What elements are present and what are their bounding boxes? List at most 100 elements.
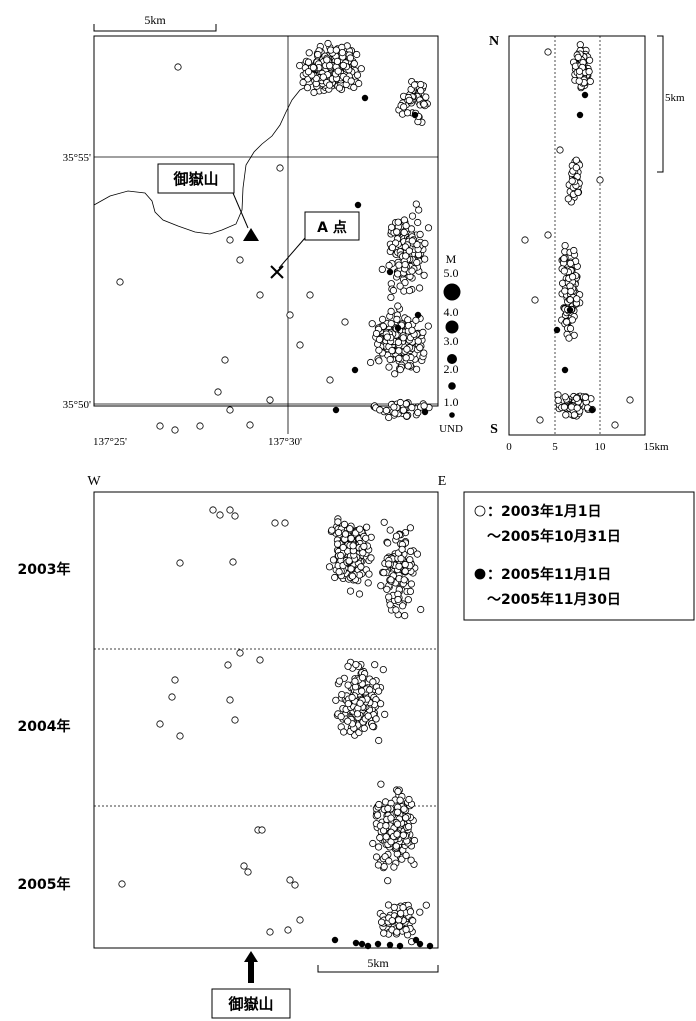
ew-event-recent [358,940,366,948]
legend-period2-line2: ～2005年11月30日 [487,591,621,608]
ew-event [258,826,266,834]
ew-event [360,724,368,732]
ew-event [362,523,371,531]
map-event [401,278,409,287]
ew-event [335,568,343,576]
map-event [387,293,395,301]
ew-event [384,804,392,813]
map-event [341,318,349,326]
ns-bottom-label: S [490,422,498,437]
map-event [417,80,425,89]
ew-event [387,576,395,584]
map-event [414,337,422,345]
ew-event [344,700,352,708]
ns-event [560,255,568,263]
ew-event [417,605,425,614]
map-event [387,307,395,315]
ns-x-tick-0: 0 [506,441,512,453]
ew-event [379,665,387,674]
map-event [372,329,381,338]
map-event [347,77,355,85]
map-event [309,64,317,72]
mag-label-3: 3.0 [444,334,459,348]
point-a-cross-marker [270,265,284,279]
ew-event [409,917,417,925]
ew-event [399,831,407,839]
ew-event [402,925,410,934]
ns-event [567,287,575,295]
ew-event [392,606,400,614]
ns-event [570,246,578,255]
ew-event [395,562,403,570]
map-event [402,354,410,362]
map-event [404,362,412,370]
ew-event [422,901,430,909]
map-event [408,403,416,412]
ew-event [351,677,359,685]
map-event [399,406,407,414]
ew-event [402,814,410,822]
map-event [402,400,410,408]
ns-event-recent [588,406,596,414]
ew-event [380,929,388,937]
ns-scale-bar [657,35,664,173]
map-event [196,422,204,430]
ew-event [347,534,355,543]
volcano-label: 御嶽山 [172,170,218,188]
ew-event [229,558,237,566]
map-event [325,81,334,89]
ew-time-panel: W E 2003年 2004年 2005年 5km 御嶽山 [18,474,446,1019]
ew-event [333,540,342,548]
map-event [353,50,361,59]
ns-event [626,396,634,404]
ew-event [393,808,402,816]
map-event [368,320,376,328]
map-event [338,48,346,57]
ns-x-tick-5: 5 [552,441,558,453]
map-event [375,357,383,365]
ew-event [402,851,410,860]
ns-event [581,393,590,401]
map-event [395,354,403,362]
ns-event [554,396,562,404]
ew-event-recent [386,941,394,949]
ew-event [401,611,409,620]
ew-event [369,839,377,848]
ew-event [406,587,414,596]
mag-label-2: 2.0 [444,362,459,376]
map-event [401,260,409,269]
map-event [305,49,313,57]
ew-event-recent [374,940,382,948]
ew-event [410,836,419,845]
legend-open-symbol [474,505,486,517]
map-event [421,255,429,263]
map-event [324,39,332,48]
ew-year-2005: 2005年 [18,876,71,893]
mag-label-und: UND [439,423,463,435]
ew-event [349,542,357,550]
ew-event [395,922,404,930]
ew-event [356,699,364,707]
map-event [286,311,294,319]
ew-event [394,787,402,796]
ns-event [561,287,569,295]
map-event [386,355,394,364]
ew-event [338,690,346,699]
map-event-recent [354,201,362,209]
map-event [174,63,182,71]
ns-event [585,56,594,64]
ew-event [392,842,400,850]
ns-event [570,411,579,419]
map-event [408,212,417,220]
ew-event [339,543,347,552]
ew-event-recent [331,936,339,944]
map-event [246,421,254,429]
map-event [226,236,234,244]
ew-event [271,519,279,527]
ns-event [562,411,570,419]
ns-event-recent [581,91,589,99]
ew-event [396,796,404,804]
ew-event [346,587,355,595]
point-a-label: A 点 [317,219,347,236]
